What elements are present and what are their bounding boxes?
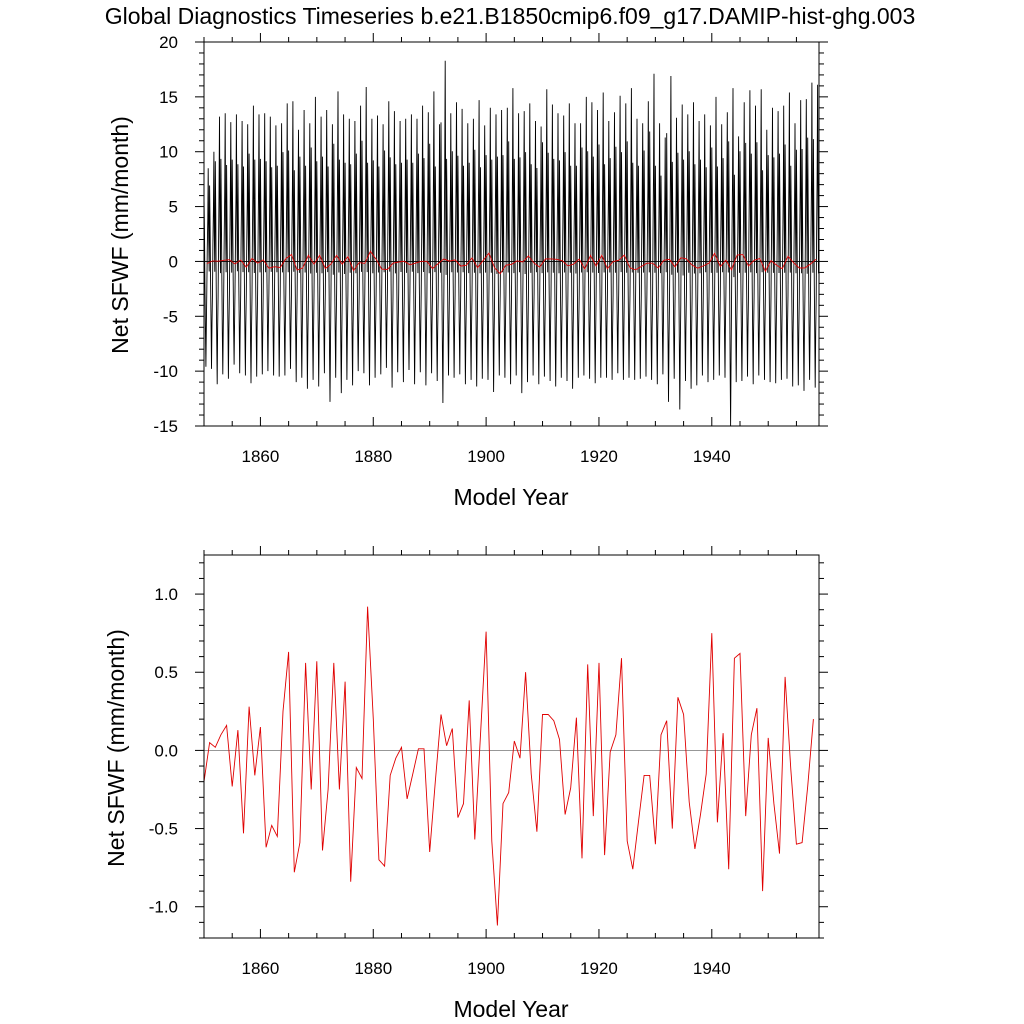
top-panel-y-tick-label: -5 — [163, 307, 178, 326]
top-panel-annual-series-line — [206, 250, 817, 275]
bottom-panel-y-axis-label: Net SFWF (mm/month) — [103, 629, 129, 867]
top-panel-y-tick-label: 5 — [169, 198, 178, 217]
bottom-panel-y-tick-label: -1.0 — [149, 898, 178, 917]
top-panel-y-tick-label: -10 — [153, 362, 178, 381]
top-panel-y-tick-label: 20 — [159, 33, 178, 52]
top-panel-x-axis-label: Model Year — [453, 484, 568, 510]
top-panel-x-tick-label: 1940 — [693, 447, 731, 466]
top-panel-y-tick-label: 0 — [169, 252, 178, 271]
top-panel-x-tick-label: 1860 — [242, 447, 280, 466]
bottom-panel-annual-series-line — [203, 606, 814, 926]
bottom-panel-x-axis-label: Model Year — [453, 996, 568, 1022]
bottom-panel-x-tick-label: 1900 — [467, 959, 505, 978]
top-panel-x-tick-label: 1920 — [580, 447, 618, 466]
figure-title: Global Diagnostics Timeseries b.e21.B185… — [105, 3, 916, 29]
bottom-panel-x-tick-label: 1860 — [242, 959, 280, 978]
bottom-panel-y-tick-label: 0.5 — [154, 663, 178, 682]
bottom-panel-y-tick-label: 1.0 — [154, 585, 178, 604]
top-panel-frame — [203, 41, 820, 427]
bottom-panel-x-tick-label: 1940 — [693, 959, 731, 978]
bottom-panel-x-tick-label: 1880 — [354, 959, 392, 978]
bottom-panel-y-tick-label: -0.5 — [149, 820, 178, 839]
top-panel-y-axis-label: Net SFWF (mm/month) — [107, 116, 133, 354]
top-panel-y-tick-label: -15 — [153, 417, 178, 436]
top-panel: Model Year Net SFWF (mm/month) 1860 1880 1… — [107, 33, 828, 510]
top-panel-y-tick-label: 10 — [159, 143, 178, 162]
top-panel-x-tick-label: 1880 — [354, 447, 392, 466]
bottom-panel-frame — [203, 554, 820, 939]
bottom-panel-x-tick-label: 1920 — [580, 959, 618, 978]
top-panel-x-tick-label: 1900 — [467, 447, 505, 466]
bottom-panel: Model Year Net SFWF (mm/month) 1860 1880 1… — [103, 546, 828, 1022]
top-panel-monthly-series-line — [203, 60, 820, 427]
bottom-panel-y-tick-label: 0.0 — [154, 741, 178, 760]
top-panel-y-tick-label: 15 — [159, 88, 178, 107]
